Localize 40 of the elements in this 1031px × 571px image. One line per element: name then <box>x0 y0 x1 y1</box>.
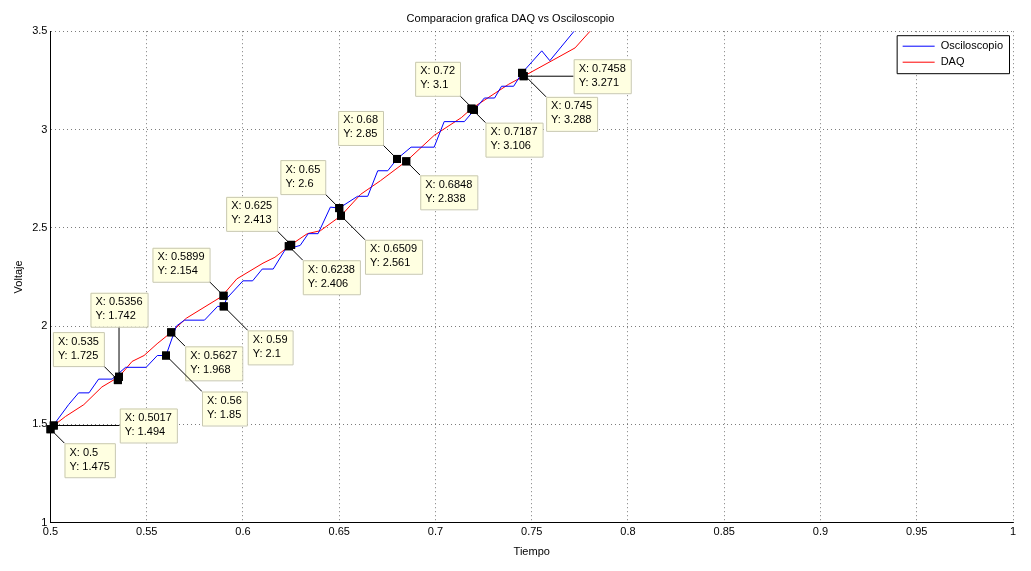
annotation: X: 0.65 Y: 2.6 <box>285 162 321 189</box>
annotation: X: 0.72 Y: 3.1 <box>420 64 455 91</box>
x-tick-label: 1 <box>1009 525 1017 538</box>
x-tick-label: 0.65 <box>328 525 350 538</box>
x-axis-title: Tiempo <box>513 545 550 558</box>
annotation: X: 0.5899 Y: 2.154 <box>157 250 205 277</box>
y-tick-label: 2 <box>41 319 48 332</box>
annotation: X: 0.7187 Y: 3.106 <box>490 125 538 152</box>
x-tick-label: 0.5 <box>42 525 59 538</box>
annotation: X: 0.5017 Y: 1.494 <box>124 411 172 438</box>
y-axis-title: Voltaje <box>11 260 24 294</box>
y-tick-label: 1 <box>41 515 48 528</box>
x-tick-label: 0.7 <box>427 525 444 538</box>
annotation: X: 0.56 Y: 1.85 <box>206 394 242 421</box>
annotation: X: 0.68 Y: 2.85 <box>343 113 378 140</box>
annotation: X: 0.6238 Y: 2.406 <box>307 262 355 289</box>
chart-title: Comparacion grafica DAQ vs Osciloscopio <box>406 11 615 24</box>
annotation: X: 0.535 Y: 1.725 <box>57 334 99 361</box>
y-tick-label: 3.5 <box>32 24 48 37</box>
x-tick-label: 0.85 <box>713 525 735 538</box>
x-tick-label: 0.95 <box>906 525 928 538</box>
annotation: X: 0.6509 Y: 2.561 <box>369 242 418 269</box>
legend-label: DAQ <box>940 55 965 68</box>
annotation: X: 0.6848 Y: 2.838 <box>425 177 473 204</box>
annotation: X: 0.5 Y: 1.475 <box>69 445 110 472</box>
annotation: X: 0.59 Y: 2.1 <box>252 332 288 359</box>
annotation: X: 0.5627 Y: 1.968 <box>190 348 238 375</box>
x-tick-label: 0.55 <box>136 525 158 538</box>
x-tick-label: 0.8 <box>620 525 636 538</box>
annotation: X: 0.745 Y: 3.288 <box>551 99 593 126</box>
y-tick-label: 2.5 <box>32 220 48 233</box>
annotation: X: 0.7458 Y: 3.271 <box>578 61 626 88</box>
y-tick-label: 1.5 <box>32 417 48 430</box>
annotation: X: 0.5356 Y: 1.742 <box>95 295 143 322</box>
legend-label: Osciloscopio <box>940 39 1003 52</box>
x-tick-label: 0.75 <box>521 525 543 538</box>
x-tick-label: 0.9 <box>812 525 829 538</box>
x-tick-label: 0.6 <box>235 525 251 538</box>
y-tick-label: 3 <box>41 122 48 135</box>
annotation: X: 0.625 Y: 2.413 <box>231 199 273 226</box>
